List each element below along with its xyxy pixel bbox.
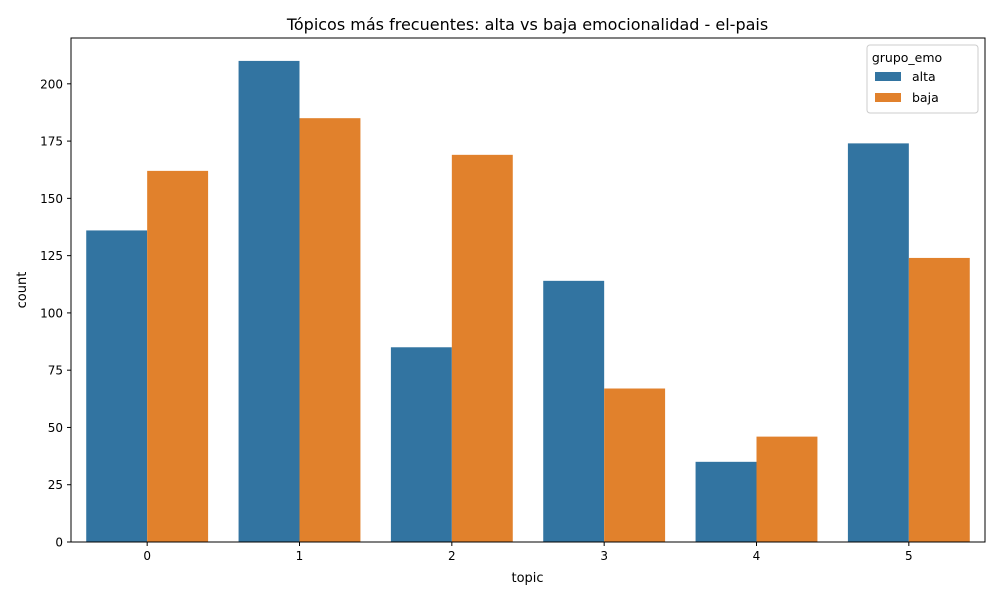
plot-frame <box>70 37 986 543</box>
x-axis-label: topic <box>511 571 543 586</box>
bar-alta-topic-4 <box>695 461 757 542</box>
y-tick-label: 200 <box>40 77 63 91</box>
legend-swatch-baja <box>875 93 901 102</box>
bar-baja-topic-5 <box>908 257 970 542</box>
legend-swatch-alta <box>875 72 901 81</box>
bar-baja-topic-4 <box>756 436 818 542</box>
y-tick-label: 175 <box>40 135 63 149</box>
x-axis: 0 1 2 3 4 5 <box>143 542 913 563</box>
y-axis: 0 25 50 75 100 125 150 175 200 <box>40 77 71 550</box>
x-tick-label: 0 <box>143 549 151 563</box>
y-axis-label: count <box>15 272 30 309</box>
chart-title: Tópicos más frecuentes: alta vs baja emo… <box>286 15 768 34</box>
legend: grupo_emo alta baja <box>866 44 979 114</box>
bar-baja-topic-0 <box>147 170 209 542</box>
y-tick-label: 150 <box>40 192 63 206</box>
x-tick-label: 3 <box>600 549 608 563</box>
legend-label-alta: alta <box>912 69 936 84</box>
y-tick-label: 25 <box>48 478 63 492</box>
bar-baja-topic-3 <box>604 388 666 542</box>
x-tick-label: 2 <box>448 549 456 563</box>
bars-layer <box>86 60 970 543</box>
y-tick-label: 0 <box>55 536 63 550</box>
bar-alta-topic-5 <box>847 143 909 542</box>
x-tick-label: 5 <box>905 549 913 563</box>
bar-alta-topic-2 <box>390 347 452 542</box>
bar-alta-topic-0 <box>86 230 148 542</box>
bar-alta-topic-3 <box>543 280 605 542</box>
bar-alta-topic-1 <box>238 60 300 543</box>
y-tick-label: 50 <box>48 421 63 435</box>
bar-baja-topic-1 <box>299 118 361 542</box>
x-tick-label: 1 <box>296 549 304 563</box>
y-tick-label: 125 <box>40 249 63 263</box>
y-tick-label: 100 <box>40 306 63 320</box>
legend-title: grupo_emo <box>872 50 942 65</box>
y-tick-label: 75 <box>48 364 63 378</box>
bar-baja-topic-2 <box>451 154 513 542</box>
x-tick-label: 4 <box>753 549 761 563</box>
legend-label-baja: baja <box>912 90 939 105</box>
